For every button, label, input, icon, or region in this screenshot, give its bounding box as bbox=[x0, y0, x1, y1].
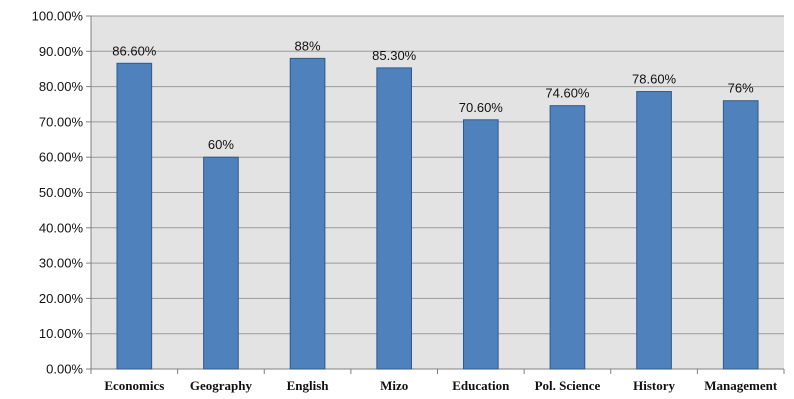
y-tick-label: 70.00% bbox=[39, 114, 84, 129]
data-label: 76% bbox=[728, 81, 754, 96]
x-category-label: Education bbox=[452, 378, 510, 393]
y-tick-label: 80.00% bbox=[39, 79, 84, 94]
bar-english bbox=[289, 57, 326, 370]
y-tick-label: 20.00% bbox=[39, 291, 84, 306]
bar-economics bbox=[116, 62, 153, 370]
data-label: 85.30% bbox=[372, 48, 417, 63]
y-tick-label: 40.00% bbox=[39, 220, 84, 235]
data-label: 74.60% bbox=[545, 86, 590, 101]
x-category-label: English bbox=[287, 378, 330, 393]
x-category-label: Economics bbox=[104, 378, 164, 393]
bar-history bbox=[636, 91, 672, 370]
y-tick-label: 10.00% bbox=[39, 326, 84, 341]
data-label: 88% bbox=[295, 38, 321, 53]
bar-geography bbox=[203, 156, 239, 370]
x-category-label: Management bbox=[704, 378, 778, 393]
x-category-label: Geography bbox=[190, 378, 253, 393]
y-tick-label: 100.00% bbox=[32, 9, 84, 24]
bar-pol-science bbox=[549, 105, 586, 370]
bar-education bbox=[462, 119, 499, 370]
data-label: 78.60% bbox=[632, 72, 677, 87]
bar-mizo bbox=[376, 67, 413, 370]
y-tick-label: 50.00% bbox=[39, 185, 84, 200]
x-category-label: History bbox=[633, 378, 675, 393]
data-label: 86.60% bbox=[112, 43, 157, 58]
y-tick-label: 0.00% bbox=[46, 362, 83, 377]
x-category-label: Mizo bbox=[380, 378, 408, 393]
x-category-label: Pol. Science bbox=[535, 378, 601, 393]
data-label: 70.60% bbox=[459, 100, 504, 115]
data-label: 60% bbox=[208, 137, 234, 152]
y-tick-label: 60.00% bbox=[39, 150, 84, 165]
bar-management bbox=[722, 100, 759, 370]
y-tick-label: 90.00% bbox=[39, 44, 84, 59]
y-tick-label: 30.00% bbox=[39, 256, 84, 271]
